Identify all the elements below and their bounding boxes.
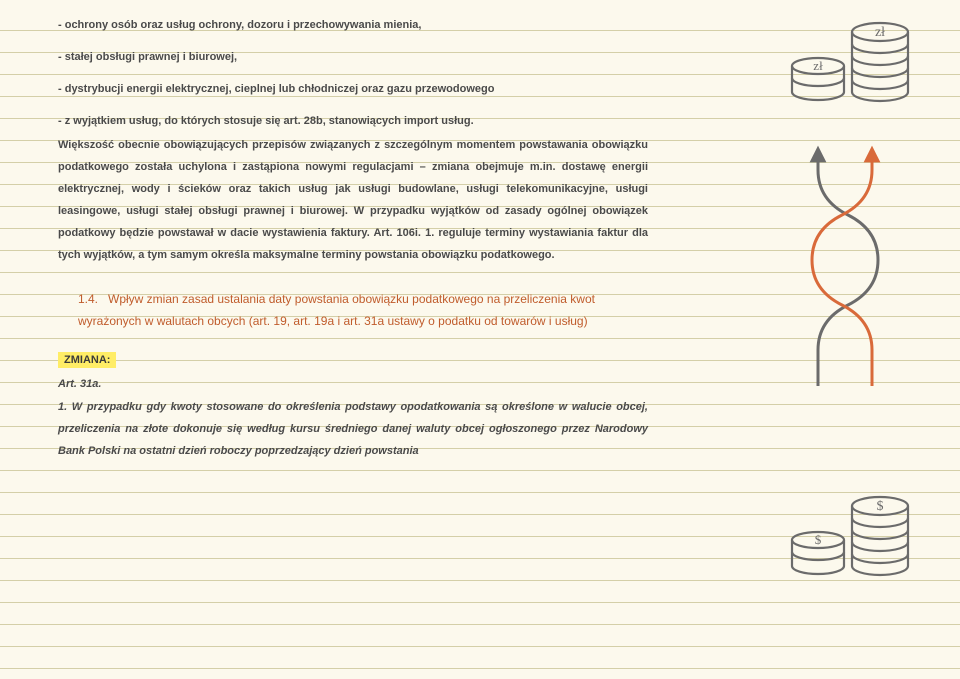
intertwine-arrows-icon — [780, 140, 910, 400]
svg-text:zł: zł — [875, 25, 885, 40]
svg-text:zł: zł — [813, 58, 823, 73]
paragraph-1: Większość obecnie obowiązujących przepis… — [58, 134, 648, 266]
section-heading-1-4: 1.4.Wpływ zmian zasad ustalania daty pow… — [58, 288, 648, 332]
section-title: Wpływ zmian zasad ustalania daty powstan… — [78, 292, 595, 328]
coin-stacks-zl-icon: zł zł — [770, 14, 920, 124]
decorative-icons-column: zł zł $ — [670, 0, 930, 679]
article-text: 1. W przypadku gdy kwoty stosowane do ok… — [58, 396, 648, 462]
bullet-1: - ochrony osób oraz usług ochrony, dozor… — [58, 14, 648, 36]
bullet-2: - stałej obsługi prawnej i biurowej, — [58, 46, 648, 68]
section-number: 1.4. — [78, 292, 98, 306]
bullet-3: - dystrybucji energii elektrycznej, ciep… — [58, 78, 648, 100]
document-text-column: - ochrony osób oraz usług ochrony, dozor… — [58, 14, 648, 462]
coin-stacks-dollar-icon: $ $ — [770, 488, 920, 598]
svg-text:$: $ — [877, 499, 884, 514]
zmiana-badge: ZMIANA: — [58, 352, 116, 368]
svg-text:$: $ — [815, 532, 822, 547]
article-reference: Art. 31a. — [58, 378, 648, 390]
bullet-4: - z wyjątkiem usług, do których stosuje … — [58, 110, 648, 132]
